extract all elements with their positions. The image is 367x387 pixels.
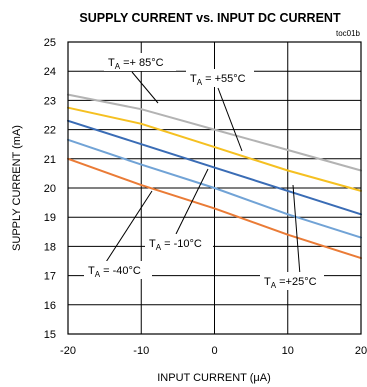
annotation-subscript: A bbox=[271, 281, 277, 290]
annotation-value: = +55°C bbox=[202, 73, 246, 85]
annotation-leader bbox=[217, 87, 243, 152]
annotation-background bbox=[104, 53, 176, 71]
y-tick-label: 25 bbox=[44, 37, 56, 49]
annotation-main: T bbox=[108, 57, 115, 69]
annotation-background bbox=[260, 272, 324, 290]
annotation-value: =+25°C bbox=[276, 276, 317, 288]
plot-frame bbox=[67, 41, 362, 335]
x-tick-label: -20 bbox=[60, 345, 76, 357]
annotation-background bbox=[84, 261, 152, 279]
annotation-main: T bbox=[149, 238, 156, 250]
y-tick-labels: 15 16 17 18 19 20 21 22 23 24 25 bbox=[44, 37, 56, 341]
y-tick-label: 15 bbox=[44, 329, 56, 341]
annotation-subscript: A bbox=[156, 243, 162, 252]
y-tick-label: 23 bbox=[44, 95, 56, 107]
chart-title: SUPPLY CURRENT vs. INPUT DC CURRENT bbox=[79, 11, 341, 25]
y-tick-label: 24 bbox=[44, 66, 56, 78]
temperature-annotation: TA =+25°C bbox=[264, 276, 317, 290]
x-tick-label: -10 bbox=[133, 345, 149, 357]
series-lines bbox=[67, 93, 362, 260]
y-tick-label: 16 bbox=[44, 300, 56, 312]
annotation-main: T bbox=[264, 276, 271, 288]
annotation-value: =+ 85°C bbox=[120, 57, 164, 69]
annotation-leader bbox=[292, 184, 301, 276]
series-line bbox=[67, 138, 362, 239]
y-tick-label: 22 bbox=[44, 125, 56, 137]
y-tick-label: 18 bbox=[44, 241, 56, 253]
annotations: TA =+ 85°CTA = +55°CTA = -10°CTA = -40°C… bbox=[84, 53, 324, 290]
temperature-annotation: TA = +55°C bbox=[190, 73, 246, 87]
x-tick-label: 0 bbox=[211, 345, 217, 357]
series-line bbox=[67, 157, 362, 260]
temperature-annotation: TA =+ 85°C bbox=[108, 57, 164, 71]
annotation-leader bbox=[105, 190, 153, 263]
chart-tag: toc01b bbox=[336, 29, 361, 38]
annotation-subscript: A bbox=[95, 270, 101, 279]
annotation-main: T bbox=[190, 73, 197, 85]
series-line bbox=[67, 106, 362, 192]
annotation-subscript: A bbox=[115, 62, 121, 71]
annotation-leader bbox=[175, 168, 209, 235]
x-tick-labels: -20 -10 0 10 20 bbox=[60, 345, 367, 357]
x-tick-label: 10 bbox=[282, 345, 294, 357]
y-axis-label: SUPPLY CURRENT (mA) bbox=[11, 125, 23, 251]
annotation-value: = -40°C bbox=[100, 265, 141, 277]
y-tick-label: 20 bbox=[44, 183, 56, 195]
annotation-subscript: A bbox=[197, 78, 203, 87]
annotation-background bbox=[145, 234, 213, 252]
temperature-annotation: TA = -10°C bbox=[149, 238, 202, 252]
x-axis-label: INPUT CURRENT (μA) bbox=[157, 372, 271, 384]
y-tick-label: 17 bbox=[44, 271, 56, 283]
series-line bbox=[67, 93, 362, 172]
temperature-annotation: TA = -40°C bbox=[88, 265, 141, 279]
annotation-value: = -10°C bbox=[161, 238, 202, 250]
annotation-main: T bbox=[88, 265, 95, 277]
series-line bbox=[67, 119, 362, 216]
y-tick-label: 21 bbox=[44, 154, 56, 166]
annotation-background bbox=[186, 69, 254, 87]
x-tick-label: 20 bbox=[355, 345, 367, 357]
annotation-leader bbox=[131, 71, 159, 104]
y-tick-label: 19 bbox=[44, 212, 56, 224]
